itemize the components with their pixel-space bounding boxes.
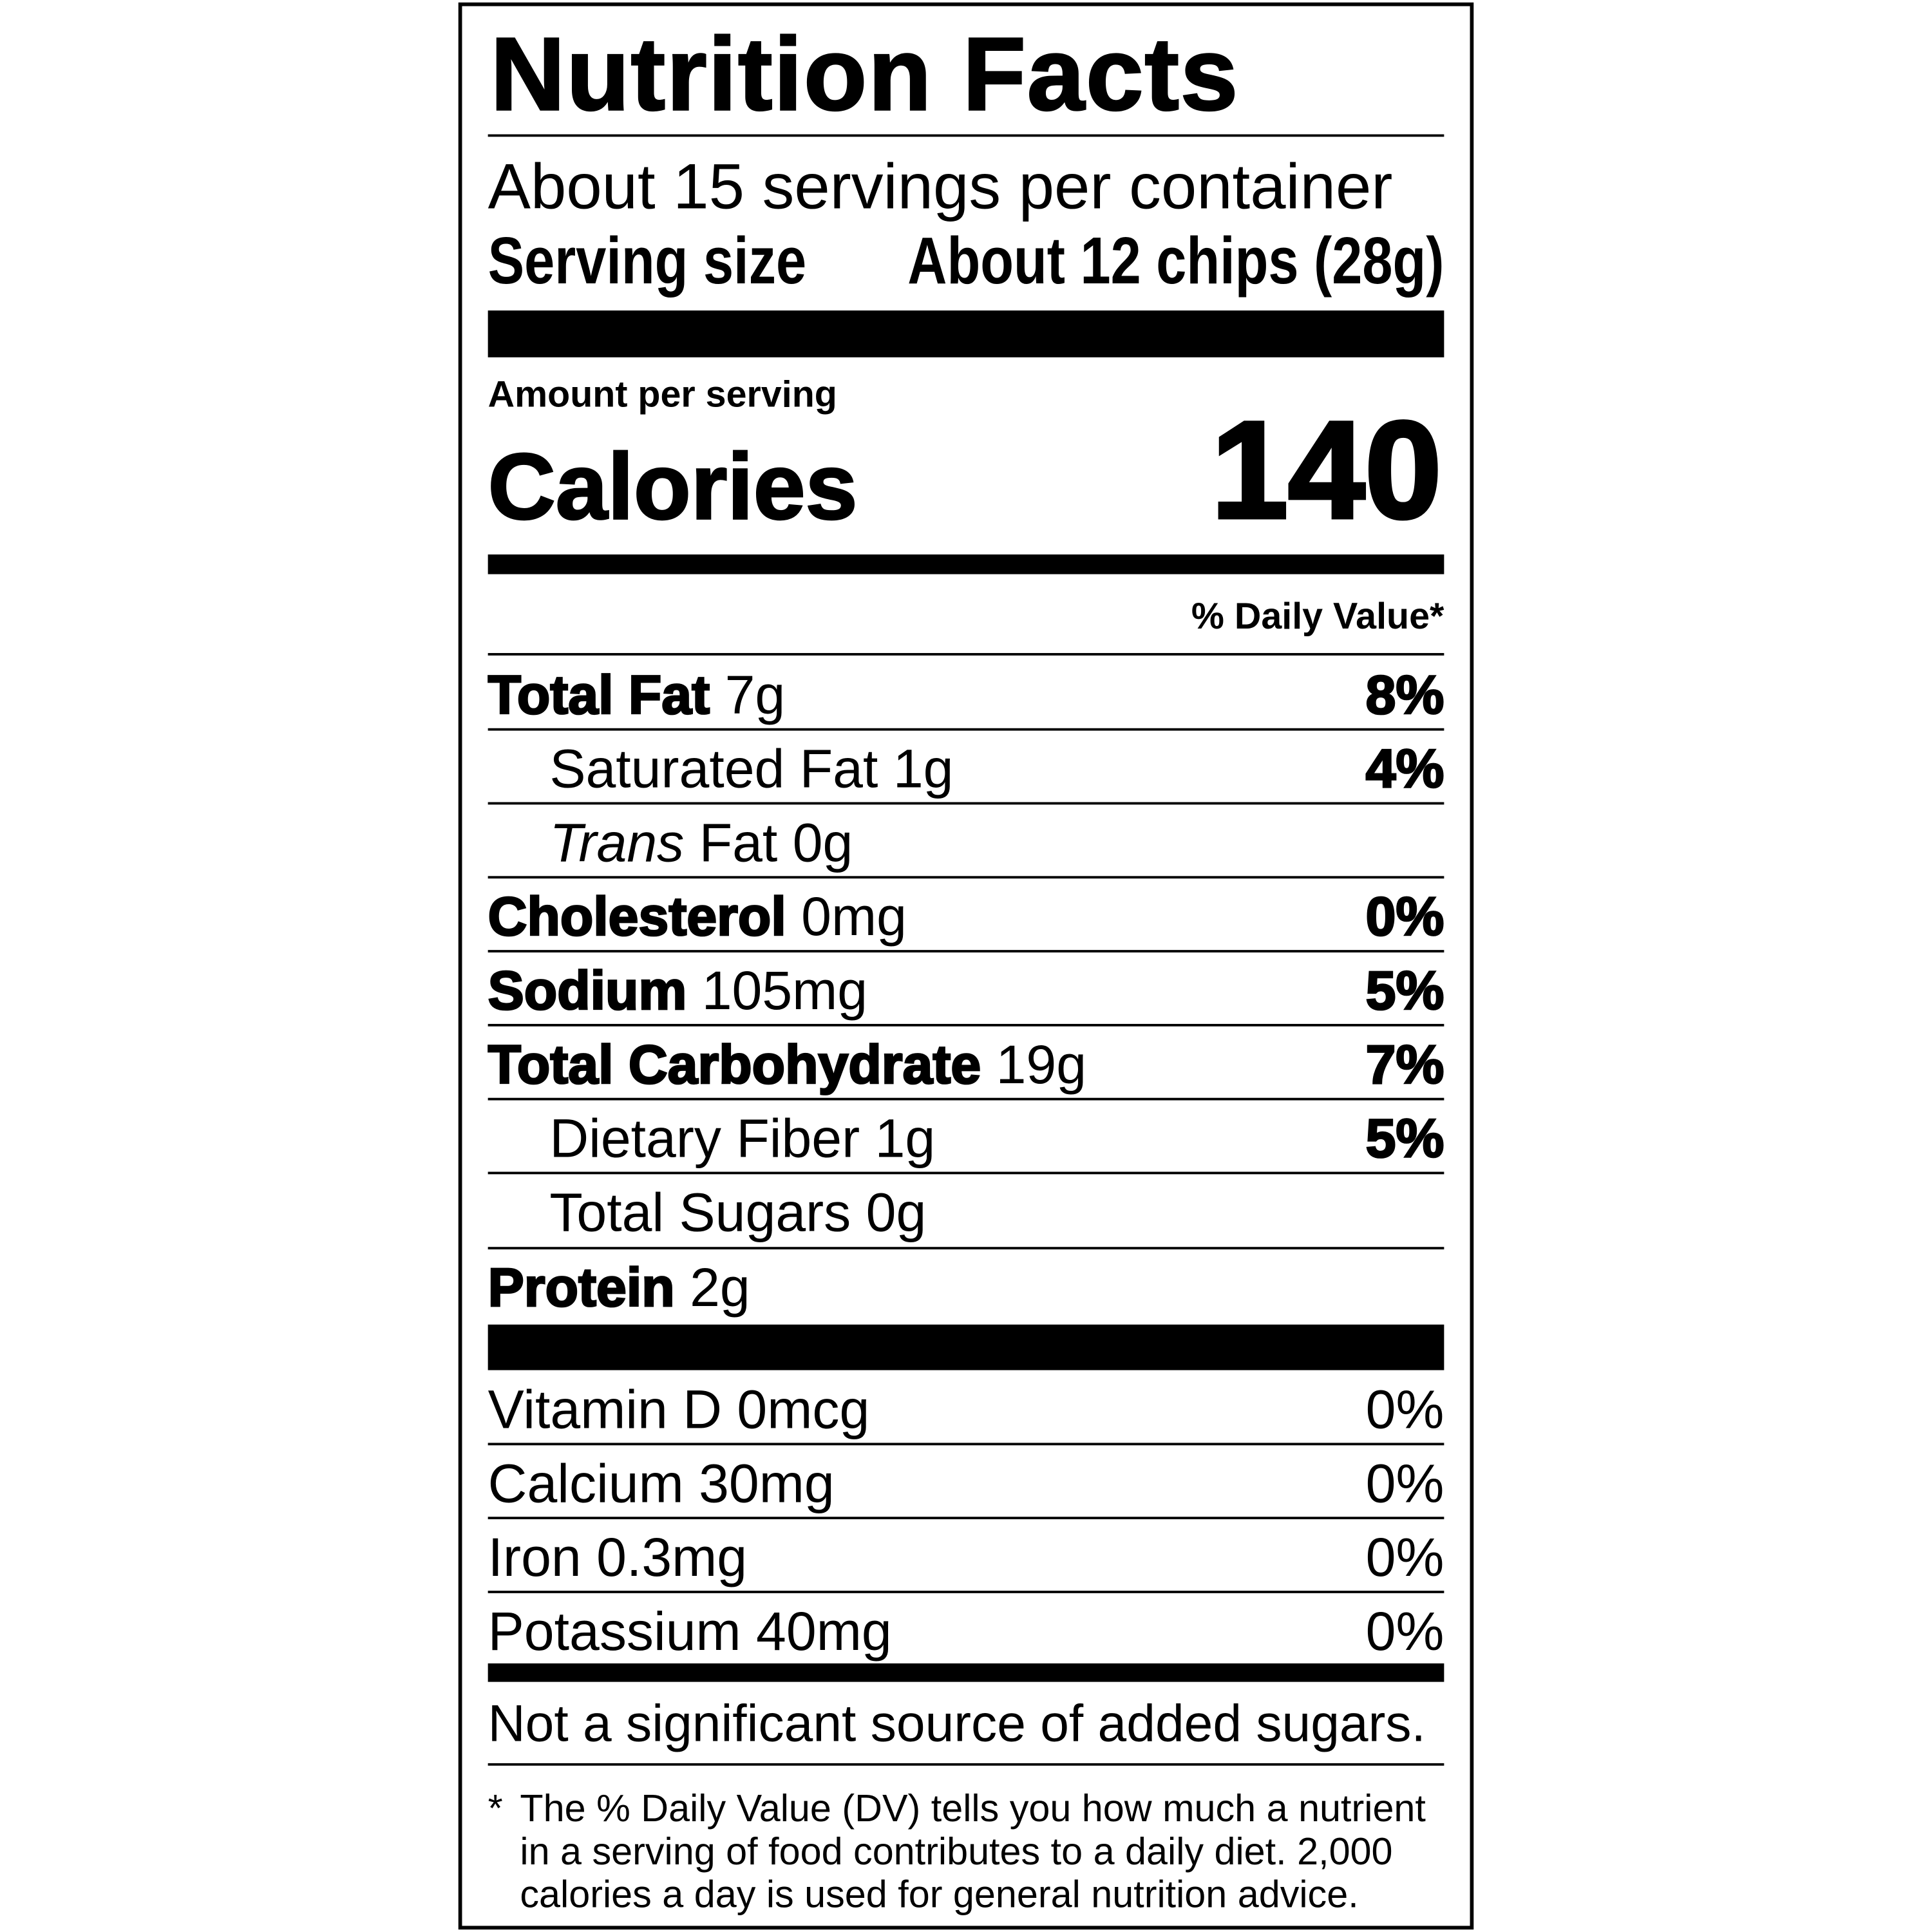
- footnote-line: in a serving of food contributes to a da…: [520, 1830, 1393, 1873]
- footnote-line: The % Daily Value (DV) tells you how muc…: [520, 1786, 1426, 1830]
- serving-size-label: Serving size: [488, 224, 807, 299]
- nutrient-name: Total Carbohydrate: [487, 1034, 981, 1097]
- nutrient-row-cholesterol: Cholesterol 0mg 0%: [487, 877, 1445, 951]
- amount-per-serving: Amount per serving: [488, 374, 837, 415]
- divider: [488, 802, 1444, 805]
- nutrient-row-protein: Protein 2g: [487, 1248, 1444, 1322]
- nutrient-dv: 0%: [1365, 886, 1445, 949]
- nutrient-dv: 5%: [1365, 960, 1445, 1023]
- thick-divider: [488, 310, 1444, 357]
- nutrient-name: Cholesterol: [487, 886, 787, 949]
- vitamin-text: Potassium 40mg: [488, 1602, 892, 1663]
- nutrient-name-rest: Fat: [699, 813, 778, 874]
- nutrient-amount: 0mg: [801, 887, 907, 948]
- nutrient-amount: 19g: [996, 1035, 1087, 1095]
- nutrient-amount: 0g: [866, 1182, 927, 1244]
- nutrient-amount: 2g: [690, 1258, 750, 1319]
- added-sugars-note: Not a significant source of added sugars…: [488, 1694, 1426, 1752]
- nutrient-dv: 7%: [1365, 1034, 1445, 1097]
- divider: [488, 950, 1444, 952]
- footnote-star: *: [488, 1786, 503, 1830]
- nutrient-amount: 1g: [875, 1108, 936, 1170]
- nutrient-row-dietary-fiber: Dietary Fiber 1g 5%: [488, 1099, 1444, 1173]
- vitamin-row: Iron 0.3mg 0%: [488, 1518, 1444, 1592]
- nutrient-name: Trans: [549, 813, 685, 874]
- divider: [488, 1171, 1444, 1175]
- nutrient-amount: 105mg: [701, 961, 868, 1022]
- nutrient-name: Sodium: [487, 960, 688, 1023]
- vitamin-dv: 0%: [1365, 1602, 1444, 1663]
- divider: [488, 1517, 1444, 1520]
- vitamin-text: Calcium 30mg: [488, 1454, 835, 1515]
- nutrient-row-sodium: Sodium 105mg 5%: [487, 951, 1445, 1025]
- divider: [488, 876, 1444, 879]
- vitamin-text: Iron 0.3mg: [488, 1528, 748, 1589]
- vitamin-dv: 0%: [1365, 1454, 1444, 1515]
- vitamin-row: Vitamin D 0mcg 0%: [488, 1370, 1444, 1444]
- nutrient-name: Protein: [487, 1257, 676, 1320]
- nutrient-name: Dietary Fiber: [549, 1108, 860, 1170]
- nutrient-row-total-sugars: Total Sugars 0g: [488, 1173, 1444, 1247]
- divider: [488, 1591, 1444, 1593]
- divider: [488, 728, 1444, 731]
- nutrient-row-total-fat: Total Fat 7g 8%: [487, 656, 1445, 730]
- nutrient-row-trans-fat: Trans Fat 0g: [488, 803, 1444, 877]
- divider: [488, 653, 1444, 656]
- nutrient-row-saturated-fat: Saturated Fat 1g 4%: [488, 730, 1444, 804]
- medium-divider: [488, 1663, 1444, 1682]
- divider: [488, 1023, 1444, 1027]
- divider: [488, 1763, 1444, 1766]
- vitamin-row: Potassium 40mg 0%: [488, 1592, 1444, 1666]
- vitamin-dv: 0%: [1365, 1379, 1444, 1441]
- nutrient-name: Total Fat: [487, 665, 710, 727]
- footnote-line: calories a day is used for general nutri…: [520, 1873, 1359, 1917]
- vitamin-text: Vitamin D 0mcg: [488, 1379, 870, 1441]
- nutrient-name: Saturated Fat: [549, 739, 878, 800]
- label-title: Nutrition Facts: [489, 15, 1240, 132]
- nutrient-name: Total Sugars: [549, 1182, 851, 1244]
- nutrient-amount: 7g: [724, 665, 786, 726]
- calories-label: Calories: [487, 435, 858, 540]
- vitamin-dv: 0%: [1365, 1528, 1444, 1589]
- nutrient-dv: 5%: [1365, 1108, 1445, 1171]
- divider: [488, 134, 1444, 137]
- nutrient-row-total-carbohydrate: Total Carbohydrate 19g 7%: [487, 1025, 1445, 1099]
- divider: [488, 1097, 1444, 1101]
- vitamin-row: Calcium 30mg 0%: [488, 1444, 1444, 1518]
- nutrient-amount: 0g: [792, 813, 853, 874]
- nutrient-amount: 1g: [893, 739, 954, 800]
- calories-value: 140: [1209, 393, 1443, 547]
- divider: [488, 1443, 1444, 1446]
- nutrient-dv: 8%: [1365, 665, 1445, 727]
- daily-value-header: % Daily Value*: [1191, 596, 1444, 638]
- serving-size-value: About 12 chips (28g): [907, 224, 1444, 299]
- nutrient-dv: 4%: [1365, 739, 1445, 801]
- medium-divider: [488, 554, 1444, 574]
- thick-divider: [488, 1324, 1444, 1370]
- label-border: [458, 2, 1474, 1930]
- divider: [488, 1247, 1444, 1250]
- servings-per-container: About 15 servings per container: [488, 151, 1393, 223]
